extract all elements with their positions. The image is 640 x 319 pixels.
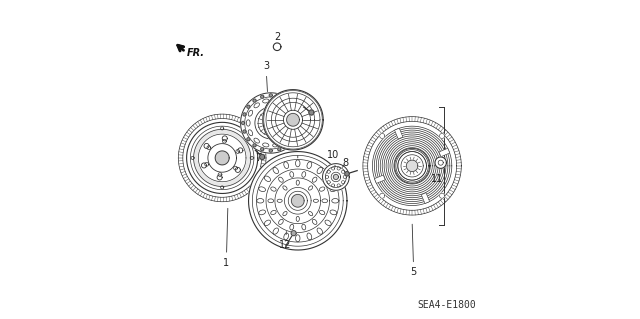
Polygon shape xyxy=(291,195,304,207)
Polygon shape xyxy=(440,193,445,198)
Polygon shape xyxy=(285,99,289,102)
Polygon shape xyxy=(253,144,256,147)
Polygon shape xyxy=(287,114,300,126)
Polygon shape xyxy=(323,164,349,190)
Text: FR.: FR. xyxy=(188,48,205,58)
Polygon shape xyxy=(253,99,256,102)
Polygon shape xyxy=(243,130,246,133)
Polygon shape xyxy=(406,160,418,172)
Text: 4: 4 xyxy=(290,137,296,147)
Polygon shape xyxy=(273,43,281,50)
Text: 9: 9 xyxy=(287,100,293,110)
Polygon shape xyxy=(285,144,289,147)
Polygon shape xyxy=(241,122,244,124)
Text: 8: 8 xyxy=(342,158,348,168)
Bar xyxy=(421,193,429,204)
Polygon shape xyxy=(438,160,444,165)
Polygon shape xyxy=(297,122,300,124)
Polygon shape xyxy=(260,154,265,160)
Polygon shape xyxy=(291,231,296,236)
Text: 2: 2 xyxy=(274,32,280,47)
Polygon shape xyxy=(247,105,250,108)
Polygon shape xyxy=(278,148,281,151)
Polygon shape xyxy=(269,149,273,152)
Bar xyxy=(439,148,450,157)
Polygon shape xyxy=(292,137,294,141)
Polygon shape xyxy=(198,134,246,182)
Text: 12: 12 xyxy=(279,232,291,250)
Text: SEA4-E1800: SEA4-E1800 xyxy=(417,300,476,310)
Polygon shape xyxy=(292,105,294,108)
Text: 5: 5 xyxy=(411,224,417,277)
Polygon shape xyxy=(247,137,250,141)
Polygon shape xyxy=(269,94,273,97)
Polygon shape xyxy=(309,110,314,115)
Polygon shape xyxy=(248,152,347,250)
Polygon shape xyxy=(193,129,251,187)
Polygon shape xyxy=(296,130,299,133)
Bar xyxy=(374,175,385,183)
Polygon shape xyxy=(363,117,461,215)
Text: 11: 11 xyxy=(431,166,444,183)
Polygon shape xyxy=(333,174,339,180)
Text: 10: 10 xyxy=(326,150,339,167)
Polygon shape xyxy=(241,93,301,153)
Polygon shape xyxy=(380,133,385,138)
Bar xyxy=(395,128,403,139)
Polygon shape xyxy=(296,113,299,116)
Polygon shape xyxy=(179,114,266,202)
Polygon shape xyxy=(440,133,445,138)
Polygon shape xyxy=(380,193,385,198)
Polygon shape xyxy=(263,90,323,150)
Text: 6: 6 xyxy=(294,140,301,158)
Polygon shape xyxy=(260,148,264,151)
Text: 1: 1 xyxy=(223,208,229,268)
Polygon shape xyxy=(260,95,264,98)
Polygon shape xyxy=(345,172,349,176)
Polygon shape xyxy=(435,157,447,168)
Polygon shape xyxy=(243,113,246,116)
Text: 7: 7 xyxy=(255,153,262,163)
Polygon shape xyxy=(215,151,229,165)
Text: 3: 3 xyxy=(263,61,269,92)
Polygon shape xyxy=(278,95,281,98)
Polygon shape xyxy=(266,118,276,128)
